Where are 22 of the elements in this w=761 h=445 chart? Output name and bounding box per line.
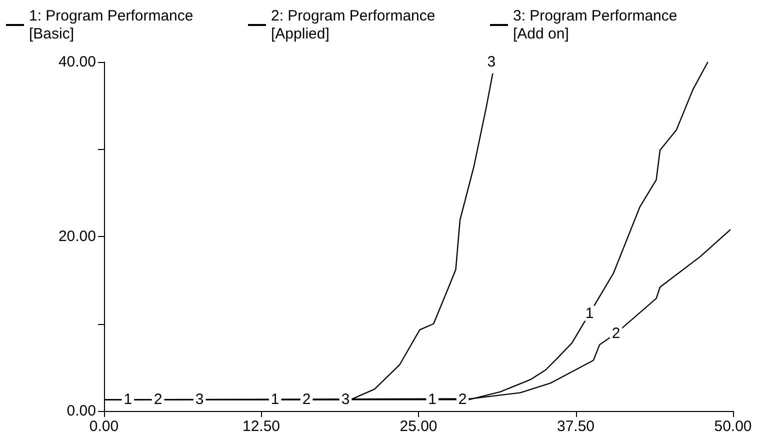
annotation: 2 xyxy=(612,324,620,342)
legend-label: 3: Program Performance [Add on] xyxy=(513,8,678,42)
x-tick-label: 25.00 xyxy=(400,418,438,435)
x-tick-label: 0.00 xyxy=(89,418,119,435)
x-tick-label: 50.00 xyxy=(714,418,752,435)
annotation: 2 xyxy=(302,391,311,408)
annotation: 1 xyxy=(585,304,594,322)
annotation: 1 xyxy=(428,391,437,408)
annotation: 3 xyxy=(195,391,204,408)
annotation: 1 xyxy=(124,391,132,408)
annotation: 3 xyxy=(341,391,350,408)
legend-label: 1: Program Performance [Basic] xyxy=(29,8,194,42)
x-tick-label: 37.50 xyxy=(556,418,595,435)
y-tick-label: 0.00 xyxy=(66,402,96,420)
annotation: 2 xyxy=(154,391,162,408)
y-tick-label: 20.00 xyxy=(58,228,96,245)
annotation: 1 xyxy=(270,391,280,408)
annotation: 3 xyxy=(487,54,496,70)
y-tick-label: 40.00 xyxy=(58,54,96,70)
x-tick-label: 12.50 xyxy=(242,418,280,435)
annotation: 2 xyxy=(458,391,467,408)
legend-label: 2: Program Performance [Applied] xyxy=(271,8,436,42)
